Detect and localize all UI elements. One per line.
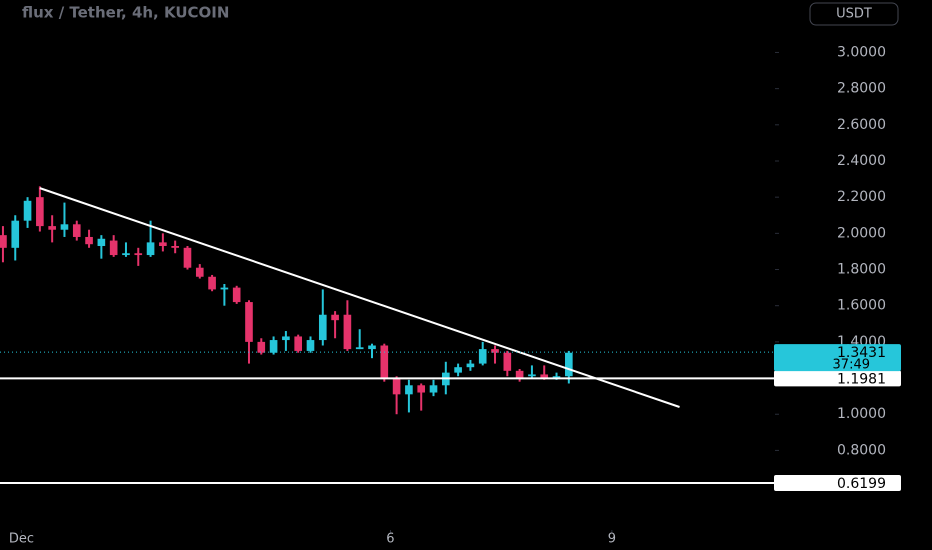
candle-body <box>429 385 438 393</box>
y-tick-label: 2.2000 <box>837 189 886 205</box>
chart-title: flux / Tether, 4h, KUCOIN <box>22 4 229 22</box>
candle-body <box>85 236 93 245</box>
candle-body <box>232 287 241 303</box>
trendline <box>39 187 680 408</box>
candle-body <box>159 242 167 247</box>
y-tick-label: 0.8000 <box>837 442 886 458</box>
candle-body <box>306 340 315 351</box>
countdown-label: 37:49 <box>833 358 870 373</box>
last-price-box <box>774 344 901 372</box>
candle-body <box>23 200 32 221</box>
candle-body <box>318 314 327 341</box>
candle-body <box>552 376 561 379</box>
candle-body <box>0 235 7 248</box>
candle-body <box>355 347 364 350</box>
candle-body <box>282 336 290 341</box>
currency-button[interactable] <box>809 2 899 26</box>
x-tick-label: 6 <box>386 532 394 547</box>
candle-body <box>48 226 56 230</box>
candle-body <box>565 352 573 377</box>
y-tick-label: 2.0000 <box>837 225 886 241</box>
candle-body <box>109 240 118 256</box>
level-label-box <box>774 474 901 491</box>
y-tick-label: 1.8000 <box>837 262 886 278</box>
candle-body <box>245 302 253 342</box>
y-tick-label: 3.0000 <box>837 44 886 60</box>
candle-body <box>257 341 266 353</box>
candle-body <box>515 370 524 379</box>
candle-body <box>122 253 130 256</box>
candle-body <box>97 238 106 247</box>
level-label: 1.1981 <box>837 371 886 387</box>
y-tick-label: 2.8000 <box>837 81 886 97</box>
candle-body <box>478 349 487 364</box>
y-tick-label: 2.6000 <box>837 117 886 133</box>
candle-body <box>331 314 339 321</box>
candle-body <box>392 378 401 395</box>
candle-body <box>269 340 278 353</box>
x-tick-label: 9 <box>608 532 616 547</box>
candle-body <box>60 224 69 230</box>
y-tick-label: 2.4000 <box>837 153 886 169</box>
candle-body <box>343 314 352 350</box>
candle-body <box>134 253 143 256</box>
level-label-box <box>774 370 901 387</box>
candle-body <box>528 374 536 377</box>
last-price-label: 1.3431 <box>837 345 886 361</box>
candle-body <box>36 197 44 227</box>
candle-body <box>72 224 81 237</box>
currency-label[interactable]: USDT <box>836 7 872 22</box>
candle-body <box>405 385 413 395</box>
candle-body <box>454 367 462 373</box>
y-tick-label: 1.0000 <box>837 406 886 422</box>
candle-body <box>11 220 20 248</box>
candle-body <box>146 242 155 256</box>
candle-body <box>294 336 303 351</box>
candle-body <box>368 345 376 350</box>
x-tick-label: Dec <box>9 532 34 547</box>
candle-body <box>220 287 229 290</box>
candle-body <box>171 246 179 248</box>
candle-body <box>503 352 512 371</box>
candle-body <box>195 267 204 277</box>
candle-body <box>208 276 216 290</box>
level-label: 0.6199 <box>837 476 886 492</box>
candle-body <box>491 349 499 353</box>
candle-body <box>417 385 426 393</box>
candle-body <box>540 374 549 379</box>
candle-body <box>466 363 475 368</box>
candle-body <box>183 247 192 268</box>
candle-body <box>380 345 389 379</box>
y-tick-label: 1.6000 <box>837 298 886 314</box>
